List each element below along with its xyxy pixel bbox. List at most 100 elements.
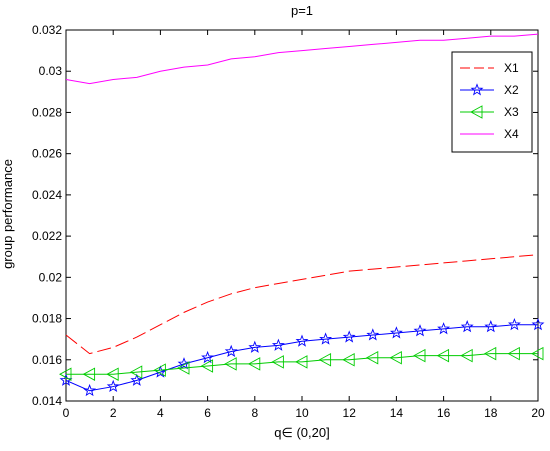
data-point-x4 [159,70,162,73]
data-point-x3 [365,350,379,365]
data-point-x3 [413,348,426,363]
data-point-x2 [460,320,474,333]
data-point-x4 [442,39,445,42]
data-point-x3 [82,367,96,381]
data-point-x3 [153,363,166,377]
x-tick-label: 4 [157,406,164,420]
plot-area: 0 2 4 6 8 10 12 14 16 18 20 0.014 0.016 0.018 0.02 0.02… [32,23,545,420]
legend-box [451,51,533,153]
data-point-x3 [389,350,402,365]
x-tick-label: 10 [295,406,309,420]
data-point-x1 [206,301,209,304]
data-point-x2 [437,322,451,335]
data-point-x1 [301,278,304,281]
series-x1 [65,253,540,355]
data-point-x1 [513,255,516,258]
y-tick-label: 0.032 [32,23,62,37]
y-tick-label: 0.018 [32,312,62,326]
series-line-x4 [65,33,539,85]
data-point-x2 [484,320,498,333]
data-point-x2 [342,330,356,343]
data-point-x3 [531,346,544,361]
data-point-x2 [295,334,309,347]
y-tick-label: 0.02 [39,270,63,284]
data-point-x2 [389,326,403,339]
y-tick-label: 0.026 [32,147,62,161]
series-x2 [59,317,545,397]
data-point-x3 [129,365,143,379]
y-tick-label: 0.024 [32,188,62,202]
data-point-x2 [83,383,97,397]
x-tick-label: 2 [110,406,117,420]
data-point-x4 [183,66,186,69]
data-point-x4 [371,43,374,46]
legend: X1 X2 X3 X4 [451,51,533,153]
data-point-x2 [59,373,73,386]
x-tick-label: 6 [204,406,211,420]
data-point-x1 [159,323,162,326]
data-point-x3 [59,367,72,381]
series-line-x3 [66,353,538,375]
data-point-x4 [230,57,233,60]
data-point-x3 [460,348,473,363]
data-point-x4 [513,35,516,38]
data-point-x1 [65,334,68,337]
data-point-x4 [112,78,115,81]
data-point-x1 [466,259,469,262]
series-line-x1 [65,254,539,355]
data-point-x4 [489,35,492,38]
data-point-x4 [419,39,422,42]
x-tick-label: 12 [343,406,357,420]
legend-label-x1: X1 [504,61,519,75]
data-point-x1 [324,274,327,277]
y-tick-label: 0.028 [32,105,62,119]
data-point-x3 [247,357,261,371]
data-point-x3 [342,353,355,367]
data-point-x1 [112,346,115,349]
data-point-x1 [395,266,398,269]
legend-label-x2: X2 [504,83,519,97]
data-point-x3 [507,346,520,361]
data-point-x3 [271,355,284,369]
data-point-x2 [106,379,120,393]
series-x4 [65,33,539,85]
data-point-x3 [483,346,497,361]
data-point-x1 [348,270,351,273]
data-point-x1 [277,282,280,285]
data-point-x1 [230,292,233,295]
data-point-x3 [224,357,237,371]
data-point-x3 [318,353,332,367]
data-point-x1 [88,352,91,355]
data-point-x1 [537,253,540,256]
data-point-x4 [253,55,256,58]
series-x3 [59,346,544,381]
data-point-x4 [277,51,280,54]
data-point-x1 [253,286,256,289]
data-point-x4 [466,37,469,40]
data-point-x1 [371,268,374,271]
x-tick-label: 14 [390,406,404,420]
data-point-x1 [419,263,422,266]
x-axis-label: q∈ (0,20] [274,425,329,440]
legend-marker-x3 [470,105,483,119]
x-tick-label: 16 [437,406,451,420]
data-point-x3 [436,348,450,363]
data-point-x2 [224,344,238,358]
data-point-x4 [206,64,209,67]
x-tick-label: 8 [251,406,258,420]
x-tick-label: 0 [63,406,70,420]
data-point-x2 [248,340,262,353]
data-point-x3 [177,361,190,375]
data-point-x4 [65,78,68,81]
data-point-x2 [413,324,427,337]
data-point-x4 [395,41,398,44]
data-point-x3 [106,367,119,381]
legend-marker-x2 [470,83,484,96]
legend-label-x4: X4 [504,127,519,141]
chart-title: p=1 [291,3,313,18]
data-point-x4 [135,76,138,79]
data-point-x2 [531,317,545,331]
y-tick-label: 0.03 [39,64,63,78]
